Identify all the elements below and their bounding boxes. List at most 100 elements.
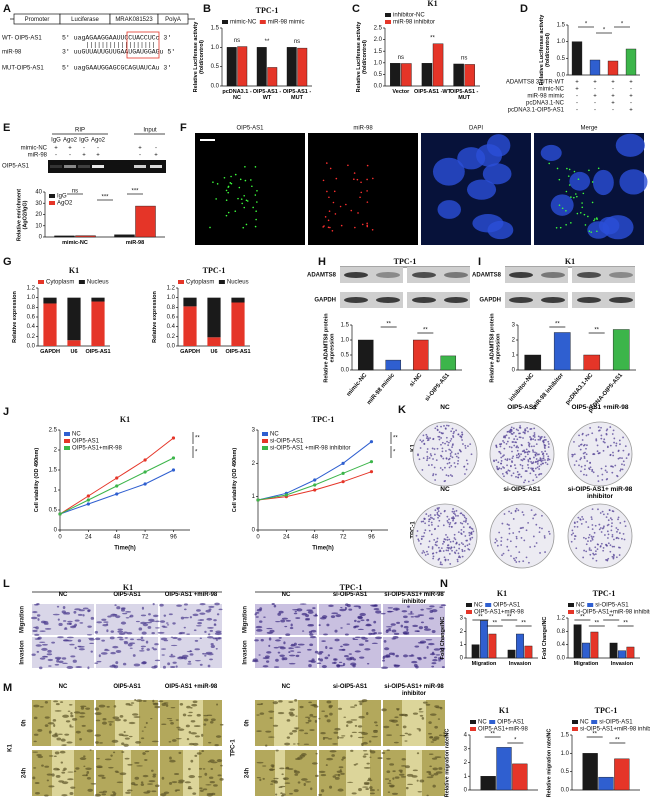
legend-label: si-OIP5-AS1	[270, 439, 304, 445]
cell	[268, 768, 276, 771]
cell	[56, 658, 61, 661]
colony	[522, 526, 524, 529]
bar	[553, 332, 571, 371]
significance: ns	[398, 55, 404, 61]
gel-sign: -	[55, 153, 57, 159]
cell	[310, 660, 316, 663]
signal-dot	[558, 178, 561, 181]
y-tick-label: 2	[54, 448, 58, 454]
cell	[321, 615, 328, 619]
cell	[194, 754, 198, 757]
cell	[373, 608, 380, 611]
cell	[170, 665, 176, 669]
cell	[83, 765, 86, 768]
colony	[543, 444, 546, 447]
cell	[340, 627, 343, 629]
cell	[282, 777, 289, 780]
cell	[188, 767, 191, 771]
significance: **	[507, 615, 512, 621]
colony	[542, 440, 545, 443]
column-label: si-OIP5-AS1+ miR-98 inhibitor	[384, 592, 444, 605]
cell	[431, 665, 435, 668]
cell	[210, 643, 214, 646]
cell	[203, 723, 207, 726]
colony	[463, 520, 465, 523]
colony	[583, 457, 586, 459]
point	[341, 461, 345, 465]
colony	[466, 544, 469, 547]
cell	[420, 621, 424, 624]
colony	[592, 557, 594, 560]
colony	[587, 433, 590, 436]
colony	[468, 531, 471, 534]
signal-dot	[329, 167, 332, 170]
cell	[155, 620, 160, 623]
colony	[525, 448, 528, 451]
wound-gap	[183, 750, 199, 796]
colony	[518, 455, 521, 457]
cell	[62, 605, 66, 610]
cell	[392, 770, 396, 773]
cell	[434, 756, 442, 759]
cell	[199, 787, 203, 790]
colony	[618, 439, 621, 442]
cell	[383, 725, 390, 729]
band	[577, 297, 601, 303]
group-label: K1	[123, 583, 133, 592]
x-tick-label: pcDNA3.1 -NC	[222, 89, 252, 102]
cell	[366, 618, 370, 622]
panel-letter: G	[3, 256, 12, 268]
cell	[392, 777, 395, 780]
colony	[587, 526, 590, 529]
colony	[544, 450, 547, 453]
cell	[32, 776, 36, 780]
condition-sign: +	[629, 94, 633, 100]
cell	[98, 704, 106, 708]
bar-segment	[91, 301, 105, 346]
cell	[107, 615, 112, 618]
colony	[528, 445, 531, 448]
cell	[39, 657, 46, 660]
colony	[464, 444, 467, 447]
cell	[170, 636, 174, 638]
cell	[78, 609, 85, 612]
colony	[449, 449, 452, 452]
colony	[465, 468, 468, 471]
cell	[108, 766, 114, 769]
colony	[548, 530, 550, 533]
cell	[121, 609, 125, 612]
cell	[347, 781, 354, 783]
colony	[448, 523, 451, 526]
cell	[387, 607, 394, 609]
cell	[135, 740, 142, 744]
colony	[448, 461, 451, 464]
cell	[323, 633, 328, 636]
colony	[606, 530, 609, 533]
signal-dot	[334, 213, 337, 215]
cell	[360, 619, 365, 622]
cell	[86, 771, 90, 774]
y-tick-label: 0	[252, 528, 256, 534]
colony	[510, 428, 513, 431]
cell	[151, 740, 159, 743]
colony	[438, 438, 441, 441]
cell	[214, 744, 219, 747]
colony	[521, 511, 524, 514]
cell	[260, 638, 264, 642]
column-label: OIP5-AS1 +miR-98	[164, 684, 218, 690]
colony	[505, 434, 508, 437]
cell	[79, 712, 86, 715]
colony	[422, 550, 425, 552]
cell	[425, 703, 431, 706]
cell	[280, 619, 286, 623]
nucleus	[540, 144, 562, 162]
y-tick-label: 0.8	[27, 305, 36, 311]
colony	[597, 475, 599, 477]
cell	[306, 609, 313, 612]
cell	[94, 793, 102, 797]
cell	[204, 772, 208, 776]
cell	[103, 621, 109, 623]
signal-dot	[356, 178, 359, 181]
colony	[435, 473, 437, 476]
cell	[295, 715, 298, 717]
